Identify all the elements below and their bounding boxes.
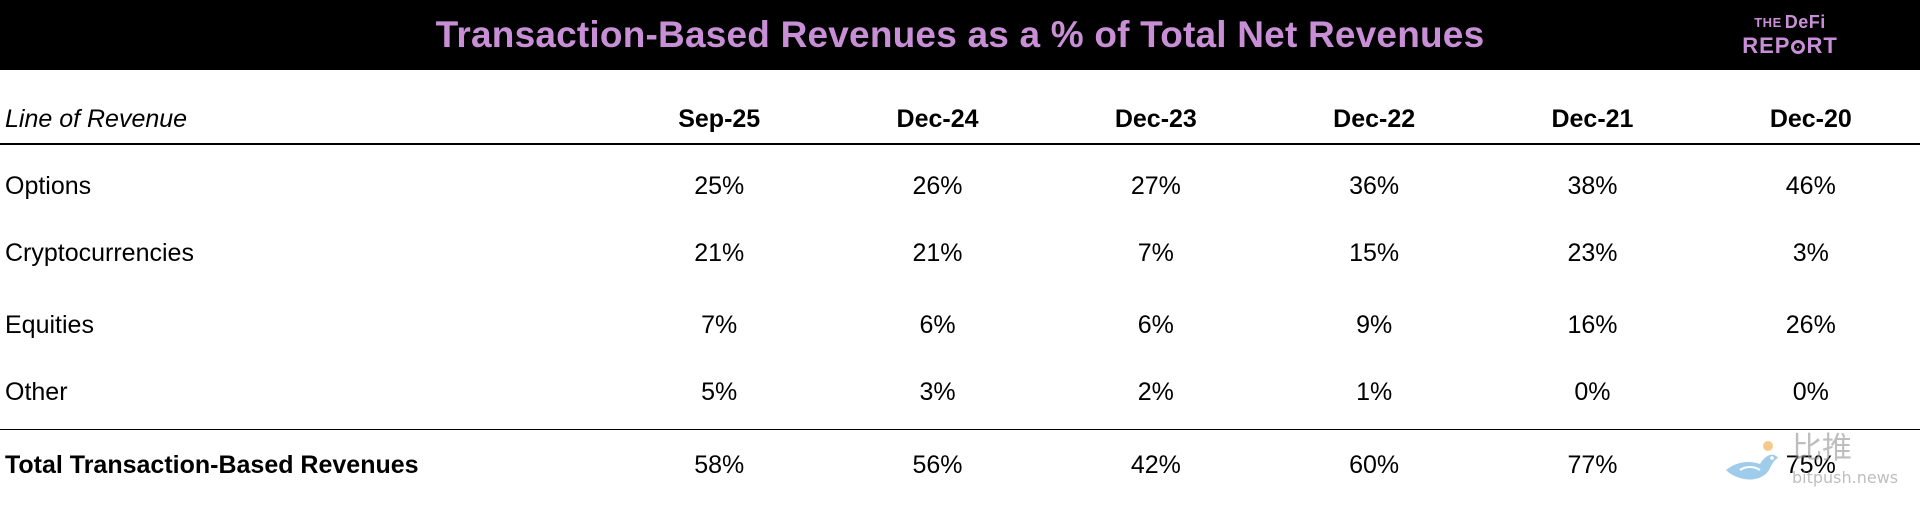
row-header-label: Line of Revenue <box>0 95 611 145</box>
table-cell: 1% <box>1356 377 1393 406</box>
logo: THE DeFi REP RT <box>1740 11 1840 61</box>
logo-rt: RT <box>1806 33 1838 58</box>
revenue-table: Line of Revenue Sep-25 Dec-24 Dec-23 Dec… <box>0 95 1920 500</box>
table-cell: 38% <box>1567 171 1618 200</box>
total-cell: 42% <box>1046 429 1265 500</box>
total-cell: 58% <box>610 429 829 500</box>
total-row: Total Transaction-Based Revenues 58% 56%… <box>0 429 1920 500</box>
table-cell: 0% <box>1574 377 1611 406</box>
table-row: Options 25% 26% 27% 36% 38% 46% <box>0 144 1920 217</box>
table-cell: 0% <box>1792 377 1829 406</box>
header-bar: Transaction-Based Revenues as a % of Tot… <box>0 0 1920 70</box>
row-label: Options <box>5 171 92 200</box>
row-label: Cryptocurrencies <box>5 238 194 267</box>
logo-line-2: REP RT <box>1740 34 1840 58</box>
table-cell: 21% <box>912 238 963 267</box>
table-cell: 3% <box>1792 238 1829 267</box>
table-cell: 15% <box>1349 238 1400 267</box>
column-header: Dec-21 <box>1483 95 1702 145</box>
table-cell: 46% <box>1785 171 1836 200</box>
column-header: Sep-25 <box>610 95 829 145</box>
watermark: 比推 bitpush.news <box>1722 432 1902 492</box>
table-cell: 5% <box>701 377 738 406</box>
logo-line-1: THE DeFi <box>1740 11 1840 34</box>
table-cell: 23% <box>1567 238 1618 267</box>
logo-defi: DeFi <box>1784 12 1826 32</box>
bird-icon <box>1726 441 1778 480</box>
table-header-row: Line of Revenue Sep-25 Dec-24 Dec-23 Dec… <box>0 95 1920 145</box>
table-cell: 16% <box>1567 310 1618 339</box>
watermark-url: bitpush.news <box>1792 468 1899 487</box>
table-row: Cryptocurrencies 21% 21% 7% 15% 23% 3% <box>0 217 1920 289</box>
table-cell: 21% <box>694 238 745 267</box>
row-label: Equities <box>5 310 94 339</box>
total-cell: 60% <box>1265 429 1484 500</box>
table-cell: 7% <box>1137 238 1174 267</box>
table-cell: 3% <box>919 377 956 406</box>
table-cell: 6% <box>1137 310 1174 339</box>
logo-o-icon <box>1791 40 1806 54</box>
column-header: Dec-23 <box>1046 95 1265 145</box>
table-row: Other 5% 3% 2% 1% 0% 0% <box>0 361 1920 430</box>
total-cell: 77% <box>1483 429 1702 500</box>
table-cell: 36% <box>1349 171 1400 200</box>
table-cell: 26% <box>912 171 963 200</box>
logo-rep: REP <box>1742 33 1791 58</box>
logo-the: THE <box>1754 15 1782 30</box>
column-header: Dec-22 <box>1265 95 1484 145</box>
table-cell: 2% <box>1137 377 1174 406</box>
table-cell: 9% <box>1356 310 1393 339</box>
table-cell: 26% <box>1785 310 1836 339</box>
row-label: Other <box>5 377 68 406</box>
table-cell: 27% <box>1130 171 1181 200</box>
total-label: Total Transaction-Based Revenues <box>0 429 611 500</box>
table-cell: 7% <box>701 310 738 339</box>
table-cell: 6% <box>919 310 956 339</box>
total-cell: 56% <box>828 429 1047 500</box>
page-title: Transaction-Based Revenues as a % of Tot… <box>435 14 1485 55</box>
table-row: Equities 7% 6% 6% 9% 16% 26% <box>0 289 1920 361</box>
column-header: Dec-20 <box>1701 95 1920 145</box>
column-header: Dec-24 <box>828 95 1047 145</box>
table-cell: 25% <box>694 171 745 200</box>
watermark-name: 比推 <box>1792 431 1852 466</box>
